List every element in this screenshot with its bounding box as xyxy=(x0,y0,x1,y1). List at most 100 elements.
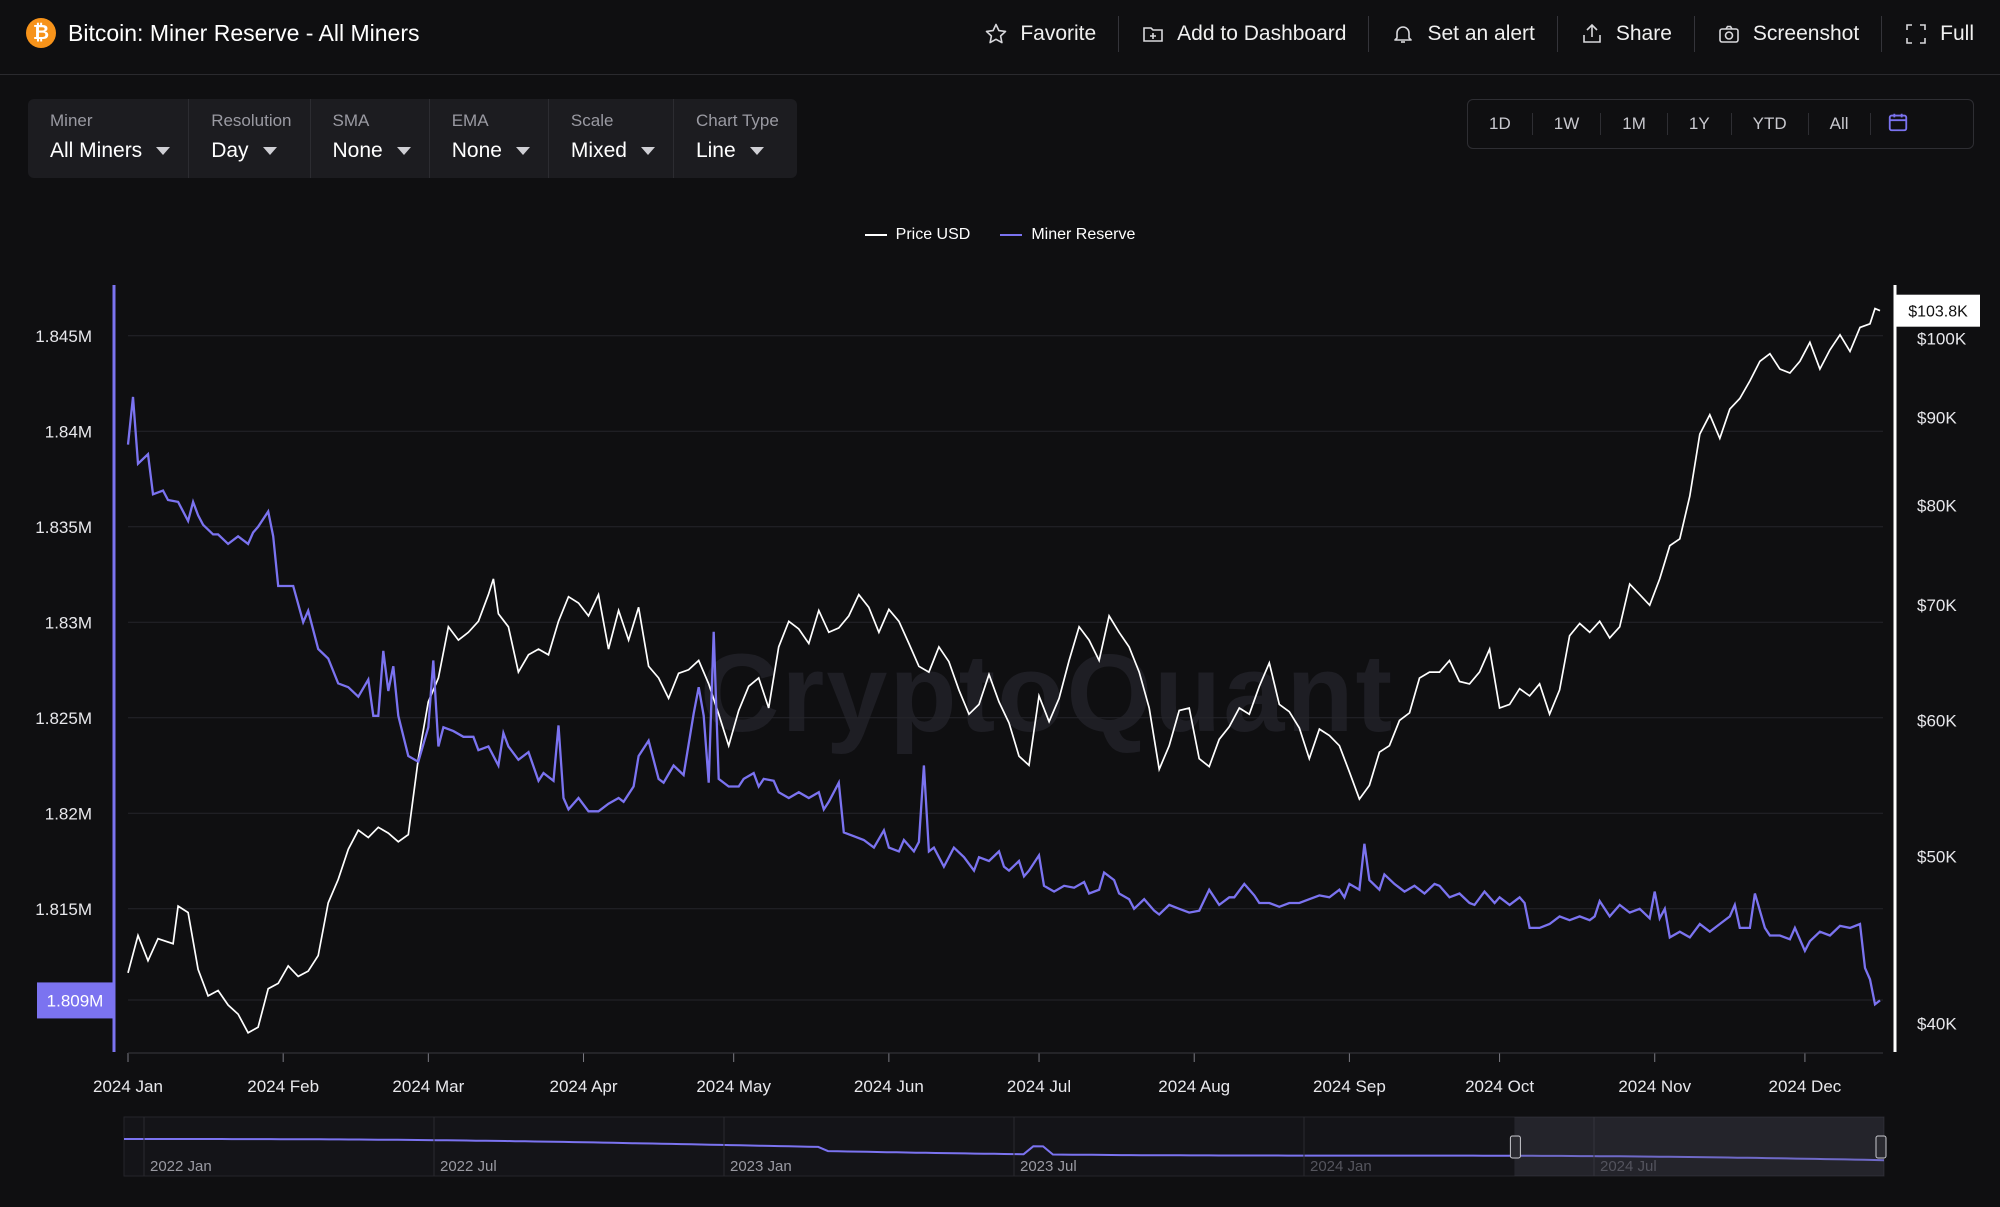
scale-select[interactable]: Scale Mixed xyxy=(549,99,674,178)
range-all-button[interactable]: All xyxy=(1809,113,1871,135)
right-axis-tick-label: $100K xyxy=(1917,330,1967,349)
share-label: Share xyxy=(1615,22,1672,45)
left-axis-tick-label: 1.82M xyxy=(45,804,92,823)
sma-select[interactable]: SMA None xyxy=(311,99,430,178)
header-actions: Favorite Add to Dashboard Set an alert S… xyxy=(962,14,1974,54)
price-current-badge xyxy=(1896,294,1980,327)
price-current-value: $103.8K xyxy=(1908,304,1968,321)
sma-select-value: None xyxy=(332,139,383,162)
navigator-label: 2022 Jul xyxy=(440,1158,497,1175)
navigator-selection[interactable] xyxy=(1514,1117,1884,1176)
right-axis-tick-label: $50K xyxy=(1917,848,1957,867)
caret-down-icon xyxy=(749,147,764,155)
add-to-dashboard-label: Add to Dashboard xyxy=(1177,22,1347,45)
caret-down-icon xyxy=(396,147,411,155)
right-axis-tick-label: $90K xyxy=(1917,408,1957,427)
ema-select-label: EMA xyxy=(451,111,489,130)
miner-select[interactable]: Miner All Miners xyxy=(28,99,190,178)
x-axis-tick-label: 2024 Jun xyxy=(854,1077,924,1096)
sma-select-label: SMA xyxy=(332,111,370,130)
miner-select-label: Miner xyxy=(50,111,93,130)
left-axis-tick-label: 1.825M xyxy=(35,709,92,728)
left-axis-tick-label: 1.815M xyxy=(35,900,92,919)
x-axis-tick-label: 2024 Dec xyxy=(1769,1077,1842,1096)
right-axis-tick-label: $40K xyxy=(1917,1014,1957,1033)
favorite-button[interactable]: Favorite xyxy=(962,16,1120,52)
x-axis-tick-label: 2024 Feb xyxy=(247,1077,319,1096)
caret-down-icon xyxy=(515,147,530,155)
left-axis-tick-label: 1.83M xyxy=(45,613,92,632)
legend-price-usd[interactable]: Price USD xyxy=(864,226,971,244)
set-alert-button[interactable]: Set an alert xyxy=(1369,16,1558,52)
chart-controls: Miner All Miners Resolution Day SMA None… xyxy=(28,99,797,178)
right-axis-tick-label: $60K xyxy=(1917,711,1957,730)
x-axis-tick-label: 2024 Jul xyxy=(1007,1077,1071,1096)
navigator-series-line xyxy=(124,1138,1885,1162)
chart-legend: Price USD Miner Reserve xyxy=(0,226,2000,244)
set-alert-label: Set an alert xyxy=(1427,22,1535,45)
x-axis-tick-label: 2024 Oct xyxy=(1465,1077,1534,1096)
screenshot-button[interactable]: Screenshot xyxy=(1695,16,1883,52)
favorite-label: Favorite xyxy=(1020,22,1097,45)
x-axis-tick-label: 2024 May xyxy=(696,1077,771,1096)
x-axis-tick-label: 2024 Mar xyxy=(392,1077,464,1096)
calendar-icon xyxy=(1888,113,1907,131)
legend-line-swatch xyxy=(864,234,887,236)
price-usd-series-line xyxy=(127,307,1881,1034)
x-axis-tick-label: 2024 Aug xyxy=(1158,1077,1230,1096)
right-axis-tick-label: $70K xyxy=(1917,596,1957,615)
navigator-label: 2024 Jul xyxy=(1600,1158,1657,1175)
scale-select-value: Mixed xyxy=(570,139,627,162)
range-1d-button[interactable]: 1D xyxy=(1468,113,1533,135)
chart-type-select[interactable]: Chart Type Line xyxy=(674,99,797,178)
page-title: Bitcoin: Miner Reserve - All Miners xyxy=(68,20,420,46)
fullscreen-icon xyxy=(1906,24,1926,44)
resolution-select[interactable]: Resolution Day xyxy=(189,99,311,178)
star-icon xyxy=(986,23,1007,44)
range-1m-button[interactable]: 1M xyxy=(1601,113,1668,135)
right-axis-tick-label: $80K xyxy=(1917,496,1957,515)
navigator-right-handle[interactable] xyxy=(1875,1135,1887,1159)
legend-price-label: Price USD xyxy=(895,226,971,243)
left-axis-tick-label: 1.835M xyxy=(35,518,92,537)
fullscreen-label: Full xyxy=(1940,22,1974,45)
miner-reserve-current-badge xyxy=(37,982,113,1019)
caret-down-icon xyxy=(262,147,277,155)
navigator-label: 2023 Jul xyxy=(1020,1158,1077,1175)
legend-line-swatch xyxy=(1000,234,1023,236)
legend-miner-reserve[interactable]: Miner Reserve xyxy=(1000,226,1135,244)
share-icon xyxy=(1583,23,1601,43)
date-picker-button[interactable] xyxy=(1871,111,1909,138)
left-axis-tick-label: 1.845M xyxy=(35,327,92,346)
range-ytd-button[interactable]: YTD xyxy=(1732,113,1809,135)
miner-reserve-current-value: 1.809M xyxy=(47,991,104,1010)
camera-icon xyxy=(1719,25,1739,43)
share-button[interactable]: Share xyxy=(1558,16,1695,52)
resolution-select-value: Day xyxy=(211,139,249,162)
navigator-label: 2024 Jan xyxy=(1310,1158,1372,1175)
caret-down-icon xyxy=(156,147,171,155)
fullscreen-button[interactable]: Full xyxy=(1882,16,1974,52)
chart-type-select-label: Chart Type xyxy=(695,111,779,130)
navigator-panel[interactable] xyxy=(123,1116,1885,1177)
range-1w-button[interactable]: 1W xyxy=(1533,113,1602,135)
bell-icon xyxy=(1394,26,1413,43)
range-selector: 1D 1W 1M 1Y YTD All xyxy=(1467,99,1974,149)
navigator-label: 2023 Jan xyxy=(730,1158,792,1175)
dashboard-add-icon xyxy=(1143,27,1163,42)
x-axis-tick-label: 2024 Apr xyxy=(549,1077,617,1096)
x-axis-tick-label: 2024 Jan xyxy=(93,1077,163,1096)
ema-select[interactable]: EMA None xyxy=(430,99,549,178)
header-bar: ₿ Bitcoin: Miner Reserve - All Miners Fa… xyxy=(0,0,2000,75)
scale-select-label: Scale xyxy=(570,111,614,130)
resolution-select-label: Resolution xyxy=(211,111,292,130)
chart-type-select-value: Line xyxy=(695,139,736,162)
add-to-dashboard-button[interactable]: Add to Dashboard xyxy=(1119,16,1370,52)
miner-reserve-series-line xyxy=(126,396,1881,1007)
range-1y-button[interactable]: 1Y xyxy=(1668,113,1732,135)
miner-select-value: All Miners xyxy=(50,139,143,162)
navigator-label: 2022 Jan xyxy=(150,1158,212,1175)
navigator-left-handle[interactable] xyxy=(1509,1135,1521,1159)
caret-down-icon xyxy=(640,147,655,155)
